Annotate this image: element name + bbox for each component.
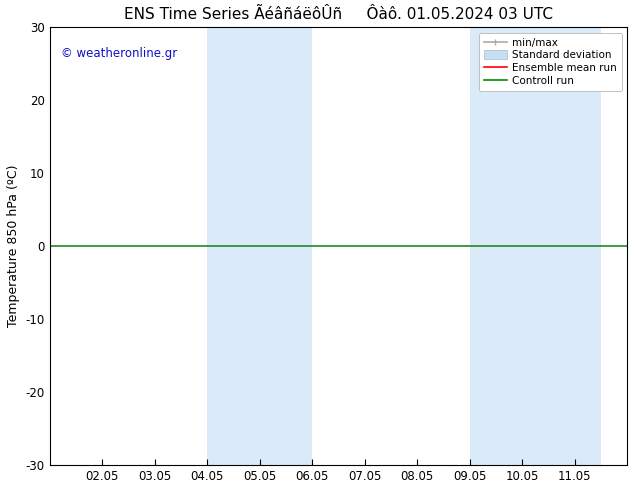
Legend: min/max, Standard deviation, Ensemble mean run, Controll run: min/max, Standard deviation, Ensemble me… — [479, 32, 622, 91]
Title: ENS Time Series ÃéâñáëôÛñ     Ôàô. 01.05.2024 03 UTC: ENS Time Series ÃéâñáëôÛñ Ôàô. 01.05.202… — [124, 7, 553, 22]
Bar — [207, 27, 312, 465]
Text: © weatheronline.gr: © weatheronline.gr — [61, 47, 178, 60]
Bar — [470, 27, 601, 465]
Y-axis label: Temperature 850 hPa (ºC): Temperature 850 hPa (ºC) — [7, 165, 20, 327]
